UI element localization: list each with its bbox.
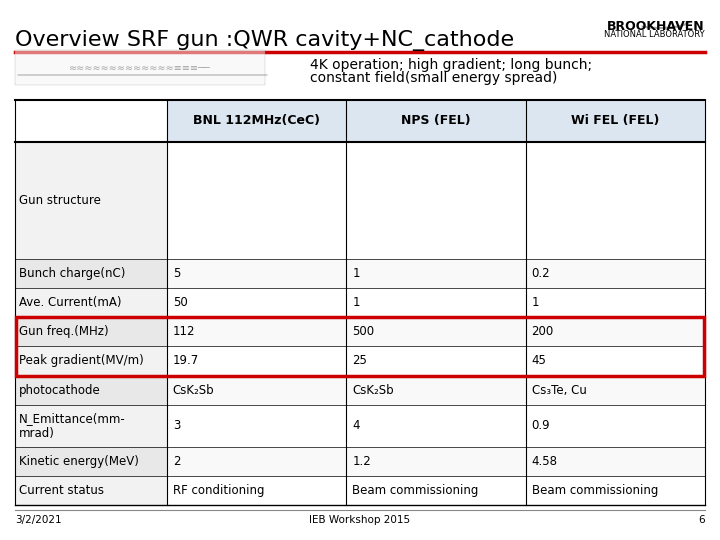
Bar [15, 288, 167, 317]
Text: 5: 5 [173, 267, 180, 280]
Text: 2: 2 [173, 455, 180, 468]
Text: 50: 50 [173, 296, 187, 309]
Bar [346, 346, 526, 375]
Bar [15, 346, 167, 375]
Text: Beam commissioning: Beam commissioning [352, 484, 479, 497]
Text: 4: 4 [352, 419, 360, 432]
Bar [15, 405, 167, 447]
Text: Ave. Current(mA): Ave. Current(mA) [19, 296, 122, 309]
Bar [15, 50, 265, 85]
Bar [15, 476, 167, 505]
Bar [167, 317, 346, 346]
Bar [167, 100, 346, 142]
Bar [167, 405, 346, 447]
Text: 1: 1 [531, 296, 539, 309]
Bar [526, 346, 705, 375]
Bar [167, 259, 346, 288]
Text: BNL 112MHz(CeC): BNL 112MHz(CeC) [193, 114, 320, 127]
Bar [167, 346, 346, 375]
Text: 45: 45 [531, 354, 546, 367]
Bar [167, 288, 346, 317]
Text: 3/2/2021: 3/2/2021 [15, 515, 62, 525]
Text: 3: 3 [173, 419, 180, 432]
Text: photocathode: photocathode [19, 384, 101, 397]
Text: ≈≈≈≈≈≈≈≈≈≈≈≈≈≡≡≡──: ≈≈≈≈≈≈≈≈≈≈≈≈≈≡≡≡── [69, 63, 211, 72]
Bar [15, 317, 167, 346]
Text: Beam commissioning: Beam commissioning [531, 484, 658, 497]
Text: CsK₂Sb: CsK₂Sb [173, 384, 215, 397]
Text: BROOKHAVEN: BROOKHAVEN [608, 20, 705, 33]
Text: Bunch charge(nC): Bunch charge(nC) [19, 267, 125, 280]
Bar [346, 447, 526, 476]
Text: 1: 1 [352, 296, 360, 309]
Bar [15, 375, 167, 405]
Bar [16, 317, 704, 375]
Bar [346, 476, 526, 505]
Bar [15, 100, 167, 142]
Text: Current status: Current status [19, 484, 104, 497]
Text: Wi FEL (FEL): Wi FEL (FEL) [571, 114, 660, 127]
Text: 4.58: 4.58 [531, 455, 557, 468]
Text: 1.2: 1.2 [352, 455, 371, 468]
Bar [167, 142, 346, 259]
Bar [526, 375, 705, 405]
Text: 200: 200 [531, 325, 554, 338]
Text: 500: 500 [352, 325, 374, 338]
Text: 1: 1 [352, 267, 360, 280]
Text: NATIONAL LABORATORY: NATIONAL LABORATORY [604, 30, 705, 39]
Bar [15, 142, 167, 259]
Text: Gun freq.(MHz): Gun freq.(MHz) [19, 325, 109, 338]
Text: N_Emittance(mm-
mrad): N_Emittance(mm- mrad) [19, 411, 126, 440]
Text: constant field(small energy spread): constant field(small energy spread) [310, 71, 557, 85]
Bar [526, 288, 705, 317]
Bar [346, 405, 526, 447]
Bar [526, 142, 705, 259]
Bar [526, 259, 705, 288]
Bar [346, 288, 526, 317]
Text: Overview SRF gun :QWR cavity+NC_cathode: Overview SRF gun :QWR cavity+NC_cathode [15, 30, 514, 51]
Bar [526, 405, 705, 447]
Text: 19.7: 19.7 [173, 354, 199, 367]
Bar [346, 100, 526, 142]
Bar [526, 100, 705, 142]
Text: Gun structure: Gun structure [19, 194, 101, 207]
Text: 0.9: 0.9 [531, 419, 550, 432]
Bar [167, 476, 346, 505]
Text: Kinetic energy(MeV): Kinetic energy(MeV) [19, 455, 139, 468]
Text: IEB Workshop 2015: IEB Workshop 2015 [310, 515, 410, 525]
Text: Cs₃Te, Cu: Cs₃Te, Cu [531, 384, 587, 397]
Bar [15, 259, 167, 288]
Bar [167, 447, 346, 476]
Text: 6: 6 [698, 515, 705, 525]
Bar [526, 447, 705, 476]
Bar [346, 375, 526, 405]
Bar [526, 476, 705, 505]
Text: 4K operation; high gradient; long bunch;: 4K operation; high gradient; long bunch; [310, 58, 592, 72]
Text: CsK₂Sb: CsK₂Sb [352, 384, 394, 397]
Text: RF conditioning: RF conditioning [173, 484, 264, 497]
Bar [15, 447, 167, 476]
Bar [346, 259, 526, 288]
Bar [167, 375, 346, 405]
Text: 0.2: 0.2 [531, 267, 550, 280]
Text: NPS (FEL): NPS (FEL) [401, 114, 471, 127]
Text: Peak gradient(MV/m): Peak gradient(MV/m) [19, 354, 144, 367]
Bar [346, 142, 526, 259]
Bar [346, 317, 526, 346]
Text: 112: 112 [173, 325, 195, 338]
Bar [526, 317, 705, 346]
Text: 25: 25 [352, 354, 367, 367]
